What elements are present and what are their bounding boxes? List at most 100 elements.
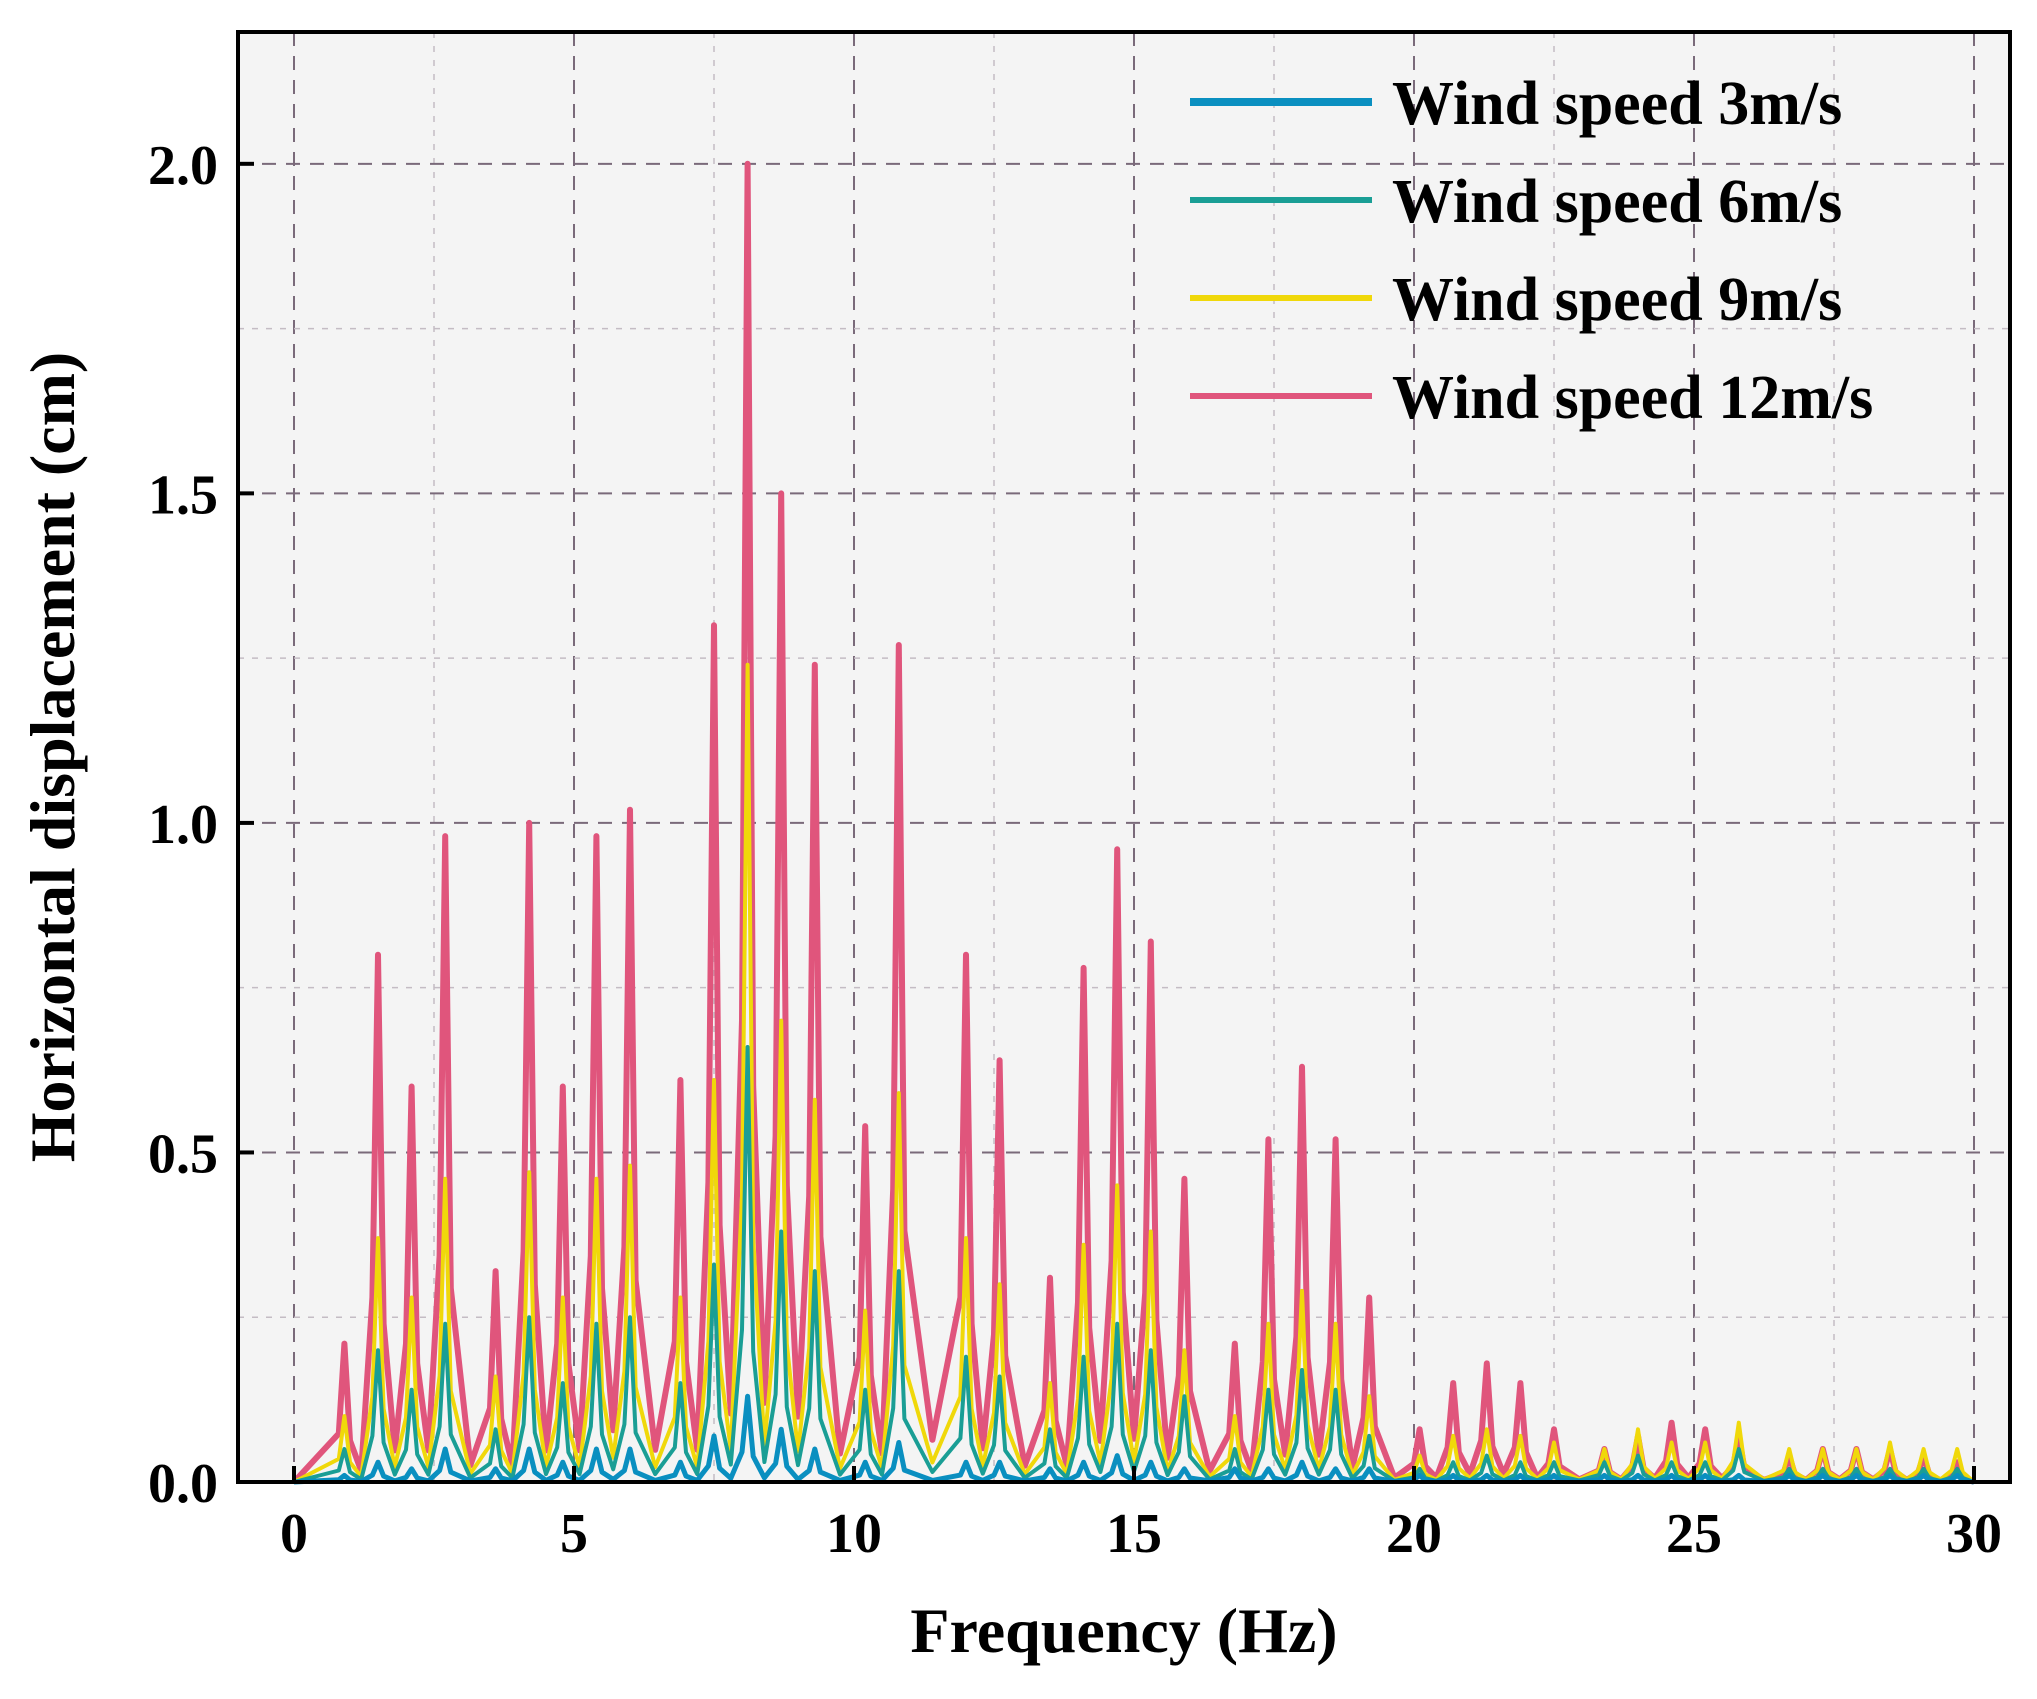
data-point <box>897 1091 901 1095</box>
data-point <box>1418 1427 1422 1431</box>
data-point <box>527 1170 531 1174</box>
data-point <box>678 1078 682 1082</box>
data-point <box>779 1019 783 1023</box>
data-point <box>1955 1447 1959 1451</box>
legend-label-4: Wind speed 12m/s <box>1392 364 1873 432</box>
data-point <box>342 1447 346 1451</box>
data-point <box>342 1414 346 1418</box>
data-point <box>1703 1427 1707 1431</box>
data-point <box>1787 1473 1791 1477</box>
data-point <box>813 663 817 667</box>
data-point <box>561 1460 565 1464</box>
data-point <box>494 1427 498 1431</box>
data-point <box>376 1460 380 1464</box>
data-point <box>779 1427 783 1431</box>
data-point <box>1821 1447 1825 1451</box>
legend: Wind speed 3m/s Wind speed 6m/s Wind speed… <box>1190 70 1873 432</box>
x-axis-title: Frequency (Hz) <box>910 1595 1337 1666</box>
data-point <box>1602 1473 1606 1477</box>
data-point <box>746 1045 750 1049</box>
x-tick-label: 25 <box>1666 1503 1722 1565</box>
data-point <box>594 834 598 838</box>
data-point <box>1737 1473 1741 1477</box>
data-point <box>1266 1322 1270 1326</box>
data-point <box>1418 1473 1422 1477</box>
data-point <box>1367 1467 1371 1471</box>
data-point <box>1670 1460 1674 1464</box>
data-point <box>1418 1467 1422 1471</box>
data-point <box>1485 1361 1489 1365</box>
tick-layer: 0 5 10 15 20 25 30 0.0 0.5 1.0 1.5 2.0 <box>148 135 2002 1565</box>
data-point <box>1451 1434 1455 1438</box>
data-point <box>1334 1467 1338 1471</box>
data-point <box>628 1447 632 1451</box>
data-point <box>1233 1467 1237 1471</box>
data-point <box>1334 1388 1338 1392</box>
data-point <box>527 1315 531 1319</box>
data-point <box>1451 1460 1455 1464</box>
data-point <box>410 1467 414 1471</box>
data-point <box>964 1236 968 1240</box>
data-point <box>1451 1473 1455 1477</box>
data-point <box>712 1263 716 1266</box>
data-point <box>1552 1473 1556 1477</box>
data-point <box>376 1348 380 1352</box>
data-point <box>527 1447 531 1451</box>
data-point <box>527 821 531 825</box>
data-point <box>678 1381 682 1385</box>
data-point <box>1636 1473 1640 1477</box>
data-point <box>1149 940 1153 944</box>
data-point <box>443 1447 447 1451</box>
data-point <box>1334 1322 1338 1326</box>
y-tick-label: 1.0 <box>148 794 218 856</box>
data-point <box>746 162 750 166</box>
data-point <box>1703 1460 1707 1464</box>
data-point <box>1854 1467 1858 1471</box>
y-axis-title: Horizontal displacement (cm) <box>17 352 88 1163</box>
data-point <box>494 1269 498 1273</box>
data-point <box>1821 1473 1825 1477</box>
data-point <box>1115 847 1119 851</box>
data-point <box>1888 1440 1892 1444</box>
x-tick-label: 5 <box>560 1503 588 1565</box>
data-point <box>1233 1414 1237 1418</box>
data-point <box>897 1440 901 1444</box>
data-point <box>998 1460 1002 1464</box>
data-point <box>779 491 783 495</box>
data-point <box>712 1434 716 1438</box>
series-line-2 <box>293 1045 1975 1484</box>
data-point <box>1922 1447 1926 1451</box>
data-point <box>1888 1473 1892 1477</box>
data-point <box>494 1375 498 1379</box>
data-point <box>746 663 750 667</box>
x-tick-label: 10 <box>826 1503 882 1565</box>
data-point <box>1115 1322 1119 1326</box>
x-tick-label: 30 <box>1946 1503 2002 1565</box>
data-point <box>1300 1460 1304 1464</box>
data-point <box>1182 1394 1186 1398</box>
data-point <box>964 953 968 957</box>
x-tick-label: 0 <box>280 1503 308 1565</box>
data-point <box>1082 1460 1086 1464</box>
data-point <box>1518 1434 1522 1438</box>
data-point <box>1266 1137 1270 1141</box>
y-tick-label: 0.5 <box>148 1123 218 1185</box>
data-point <box>1518 1460 1522 1464</box>
data-point <box>1451 1381 1455 1385</box>
data-point <box>1048 1381 1052 1385</box>
data-point <box>1552 1460 1556 1464</box>
data-point <box>1518 1473 1522 1477</box>
legend-label-1: Wind speed 3m/s <box>1392 70 1842 138</box>
series-layer <box>291 160 1976 1485</box>
data-point <box>1703 1473 1707 1477</box>
data-point <box>1182 1177 1186 1181</box>
x-tick-label: 20 <box>1386 1503 1442 1565</box>
data-point <box>376 953 380 957</box>
data-point <box>342 1473 346 1477</box>
data-point <box>1955 1460 1959 1464</box>
data-point <box>998 1282 1002 1286</box>
data-point <box>1266 1388 1270 1392</box>
data-point <box>1149 1348 1153 1352</box>
data-point <box>1149 1460 1153 1464</box>
